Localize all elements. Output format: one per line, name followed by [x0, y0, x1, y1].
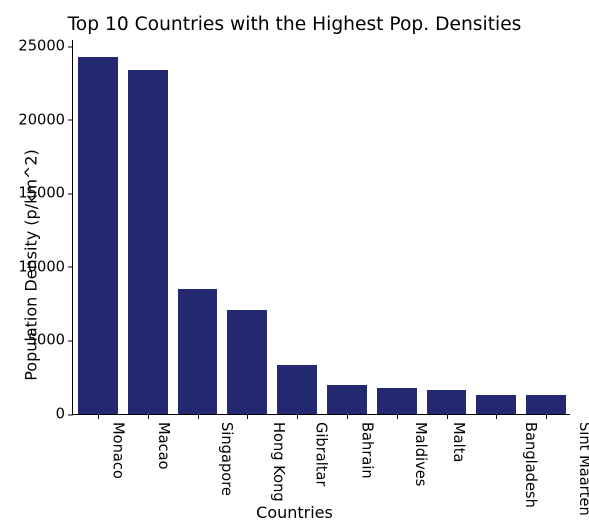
y-tick-label: 20000 [18, 111, 73, 128]
y-tick-label: 15000 [18, 185, 73, 202]
bar [277, 365, 317, 414]
bar [178, 289, 218, 414]
x-axis-label: Countries [0, 503, 589, 522]
y-tick-label: 25000 [18, 38, 73, 55]
bar [476, 395, 516, 414]
bar [377, 388, 417, 414]
plot-area: 0500010000150002000025000MonacoMacaoSing… [72, 40, 570, 415]
bar [427, 390, 467, 414]
bar [327, 385, 367, 414]
bar [227, 310, 267, 414]
bar [526, 395, 566, 414]
y-tick-label: 10000 [18, 258, 73, 275]
y-tick-label: 5000 [28, 332, 73, 349]
bar [128, 70, 168, 414]
y-tick-label: 0 [56, 406, 73, 423]
chart-title: Top 10 Countries with the Highest Pop. D… [0, 14, 589, 35]
bar [78, 57, 118, 414]
chart-container: Top 10 Countries with the Highest Pop. D… [0, 0, 589, 530]
